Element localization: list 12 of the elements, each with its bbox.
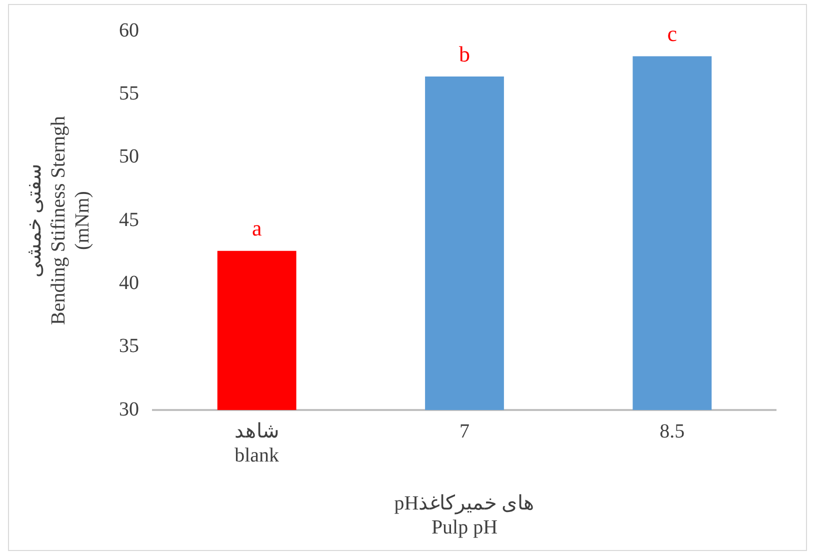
x-tick-label: 7 xyxy=(460,420,470,442)
y-tick-label: 35 xyxy=(119,335,139,358)
annotation: b xyxy=(459,41,470,66)
y-tick-label: 30 xyxy=(119,398,139,420)
annotation: c xyxy=(667,21,678,46)
annotation: a xyxy=(252,216,262,241)
x-tick-label: 8.5 xyxy=(660,420,685,442)
y-tick-label: 60 xyxy=(119,19,139,42)
y-tick-label: 55 xyxy=(119,82,139,104)
y-tick-label: 40 xyxy=(119,272,139,294)
y-tick-label: 45 xyxy=(119,208,139,231)
y-tick-label: 50 xyxy=(119,146,139,168)
